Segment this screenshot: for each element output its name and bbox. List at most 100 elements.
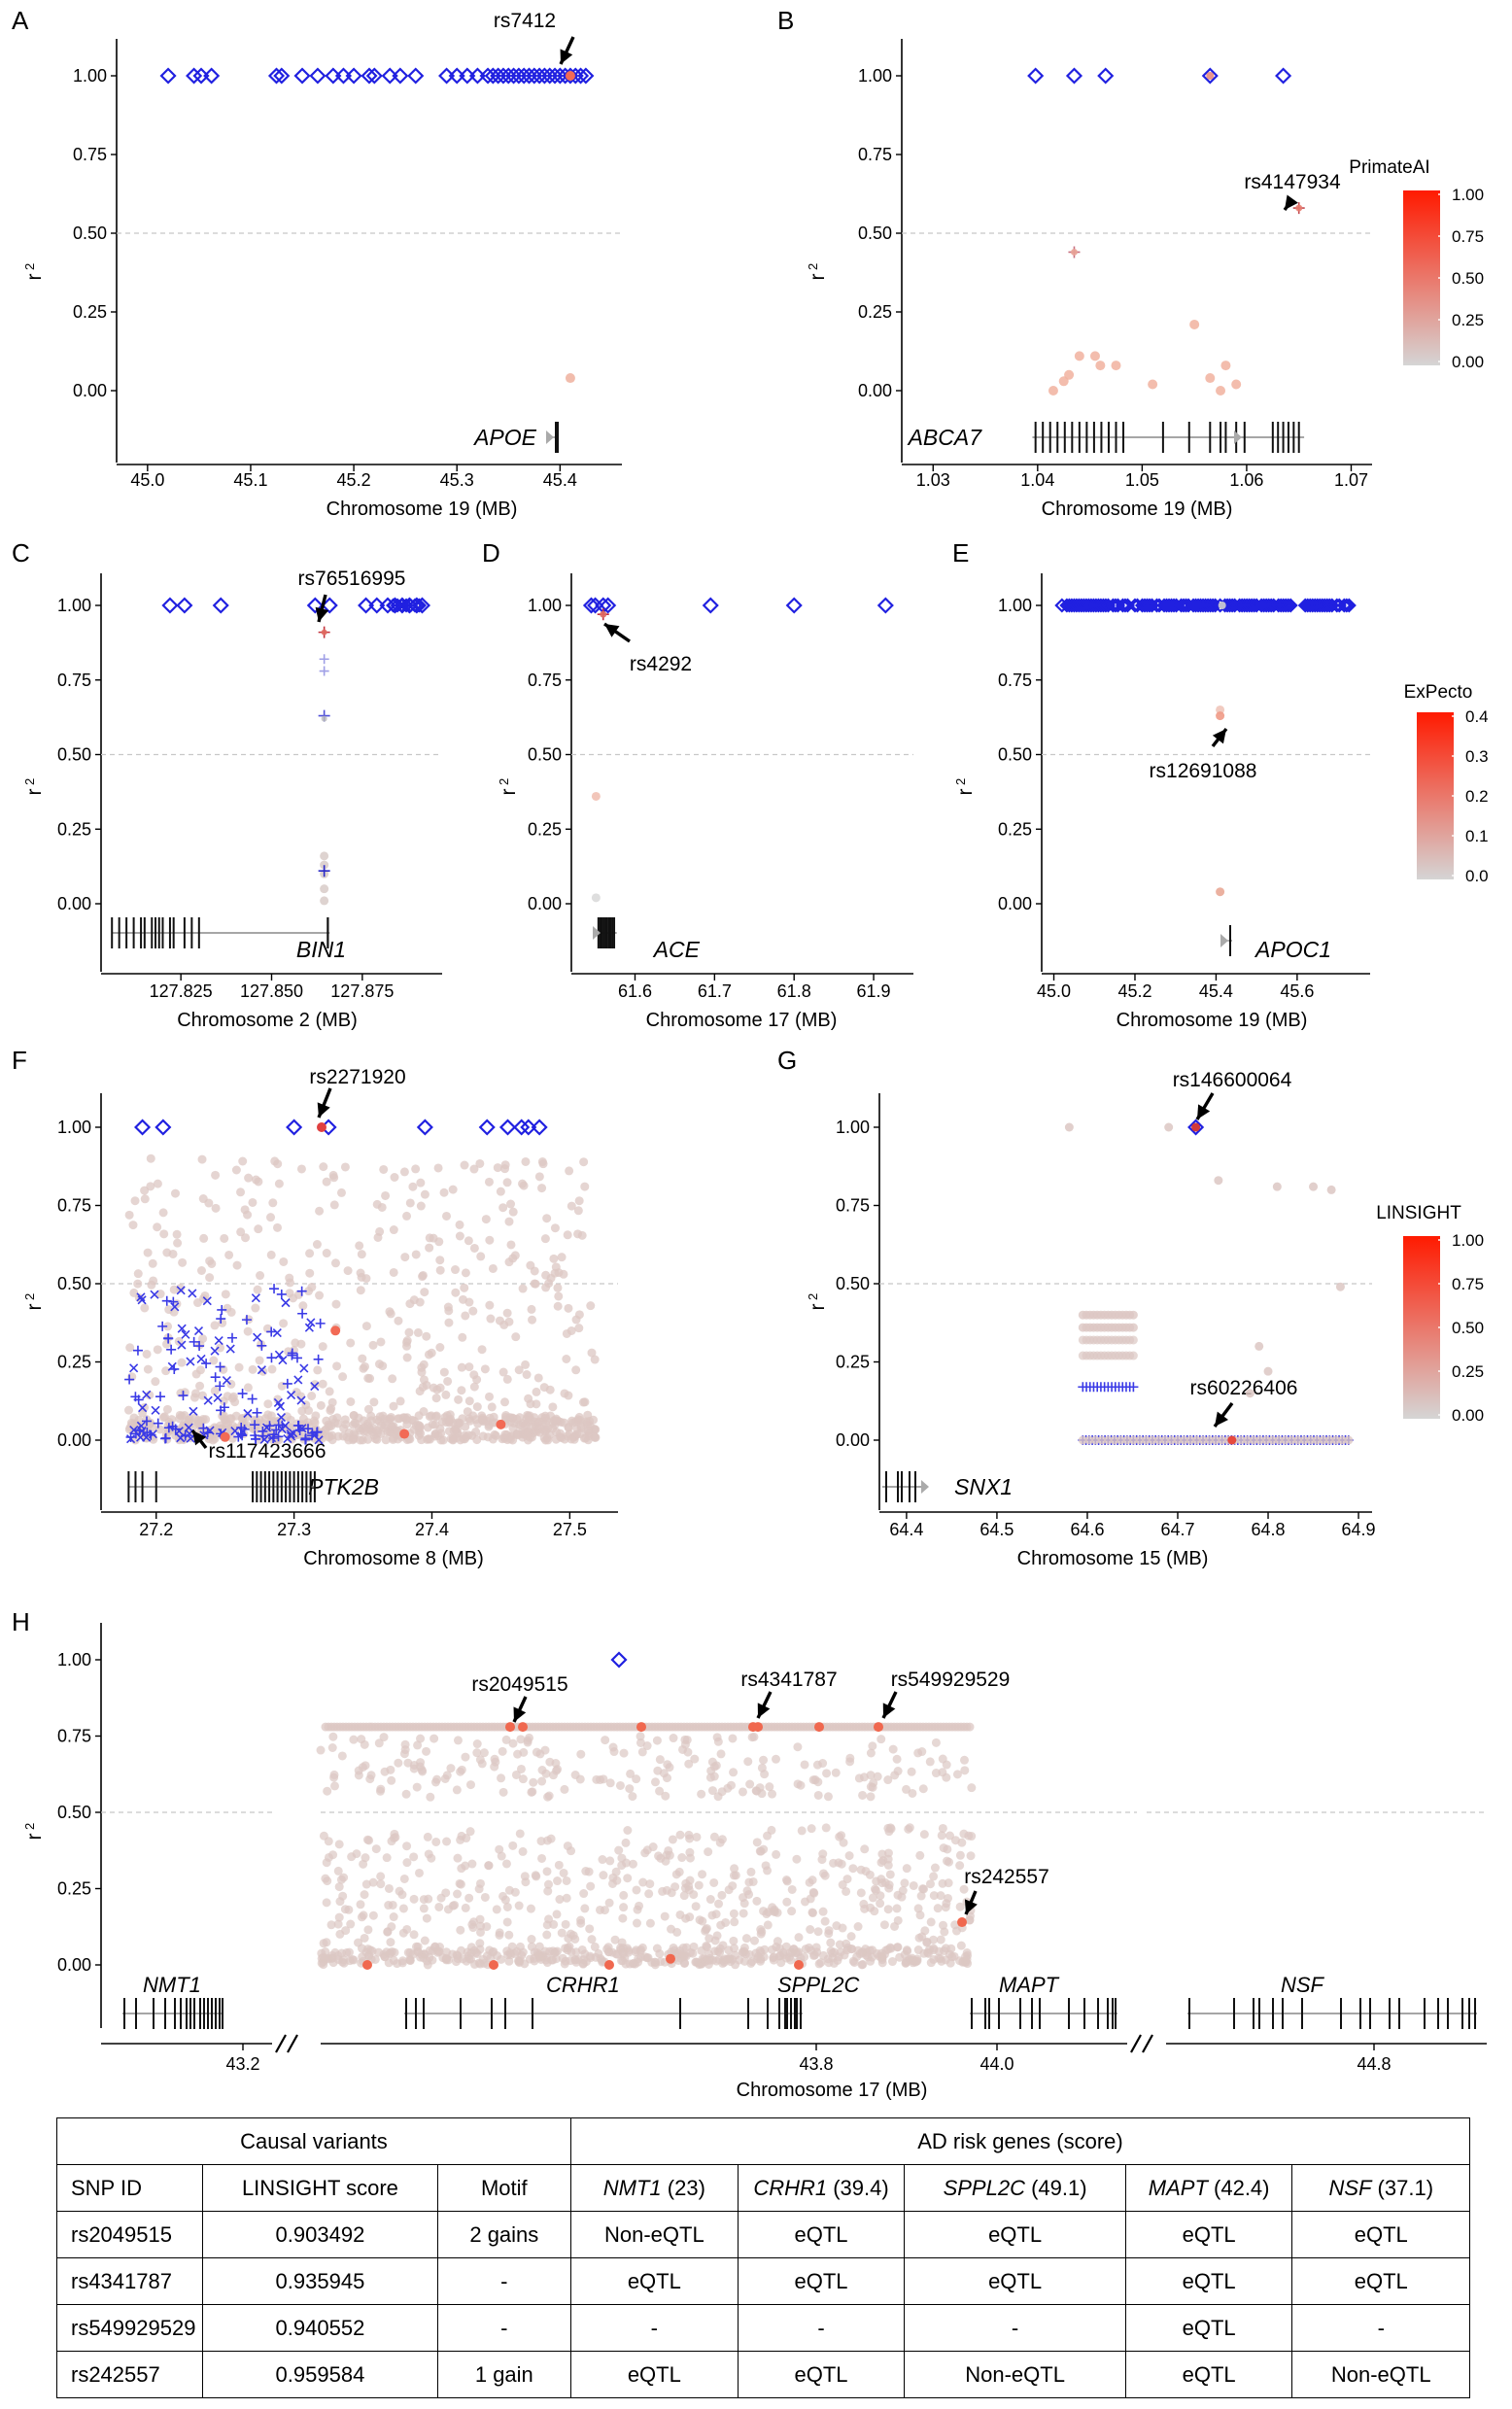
variant-point	[528, 1315, 537, 1325]
x-tick-label: 27.4	[415, 1520, 449, 1539]
variant-point	[916, 1891, 926, 1901]
variant-point	[563, 1945, 572, 1955]
plus-marker	[141, 1416, 152, 1427]
variant-point	[434, 1946, 444, 1956]
variant-point	[500, 1895, 510, 1905]
variant-point	[574, 1196, 584, 1206]
panel-h-xtick-44-8: 44.8	[1357, 2054, 1391, 2074]
ld-diamond-marker	[1339, 598, 1355, 613]
variant-point	[601, 1736, 610, 1745]
variant-point	[623, 1874, 633, 1883]
variant-point	[464, 1362, 474, 1372]
variant-point	[1220, 361, 1231, 371]
variant-point	[451, 1288, 461, 1297]
variant-point	[151, 1377, 160, 1387]
panel-c-ylabel: r	[23, 789, 46, 796]
variant-point	[567, 1201, 576, 1211]
variant-point	[1293, 1435, 1303, 1445]
variant-point	[1249, 1435, 1258, 1445]
variant-point	[487, 1402, 497, 1412]
variant-point	[925, 1757, 935, 1767]
x-tick-label: 45.0	[1037, 981, 1071, 1001]
y-tick-label: 0.00	[528, 894, 562, 913]
x-marker	[188, 1289, 197, 1298]
panel-b-ylabel: r	[807, 274, 829, 281]
variant-point	[632, 1885, 641, 1895]
variant-point	[1122, 1435, 1132, 1445]
variant-point	[565, 1166, 574, 1176]
variant-point	[499, 1397, 509, 1407]
ld-diamond-marker	[876, 597, 894, 614]
variant-point	[498, 1787, 508, 1797]
variant-point	[848, 1864, 858, 1874]
variant-point	[524, 1412, 533, 1422]
variant-point	[925, 1879, 935, 1889]
panel-h-ylabel-sup: 2	[22, 1823, 37, 1830]
variant-point	[822, 1769, 832, 1778]
panel-d-annotation: rs4292	[630, 653, 692, 675]
variant-point	[527, 1787, 536, 1797]
variant-point	[361, 1274, 371, 1284]
panel-e-label: E	[952, 538, 969, 568]
legend-tick-label: 0.75	[1452, 227, 1484, 246]
variant-point	[326, 1405, 335, 1415]
variant-point	[243, 1210, 253, 1220]
variant-point	[469, 1382, 479, 1392]
header-gene-crhr1: CRHR1 (39.4)	[737, 2164, 906, 2212]
variant-point	[552, 1910, 562, 1919]
variant-point	[617, 1938, 627, 1947]
panel-b: B rs4147934 ABCA7 Chromosome 19 (MB) r 2…	[777, 6, 1372, 520]
panel-h-gene-mapt: MAPT	[999, 1973, 1060, 1997]
variant-point	[752, 1838, 762, 1847]
variant-point	[175, 1410, 185, 1420]
plus-marker	[296, 1286, 307, 1296]
variant-point	[402, 1353, 412, 1362]
variant-point	[883, 1860, 893, 1870]
x-tick-label: 61.9	[857, 981, 891, 1001]
variant-point	[455, 1220, 464, 1229]
variant-point	[365, 1774, 375, 1784]
variant-point	[522, 1370, 532, 1380]
ld-diamond-marker	[358, 597, 375, 614]
variant-point	[536, 1837, 546, 1846]
y-tick-label: 1.00	[998, 596, 1032, 615]
variant-point	[752, 1896, 762, 1906]
variant-point	[892, 1904, 902, 1913]
variant-point	[763, 1920, 773, 1930]
variant-point	[464, 1893, 474, 1903]
variant-point	[640, 1952, 650, 1962]
x-tick-label: 64.8	[1251, 1520, 1285, 1539]
variant-point	[488, 1263, 498, 1273]
variant-point	[576, 1749, 586, 1759]
variant-point	[619, 1748, 629, 1758]
variant-point	[402, 1858, 412, 1868]
x-tick-label: 45.2	[337, 470, 371, 490]
variant-point	[198, 1334, 208, 1344]
variant-point	[563, 1431, 572, 1441]
variant-point	[559, 1269, 568, 1279]
cell-motif: -	[436, 2304, 572, 2352]
variant-point	[967, 1832, 977, 1841]
variant-point	[685, 1834, 695, 1843]
variant-point	[310, 1380, 320, 1390]
cell-snp-id: rs242557	[55, 2351, 204, 2398]
plus-marker	[194, 1341, 205, 1352]
variant-point	[514, 1365, 524, 1375]
variant-point	[404, 1327, 414, 1337]
x-marker	[286, 1431, 296, 1441]
variant-point	[638, 1877, 648, 1887]
variant-point	[339, 1873, 349, 1882]
variant-point	[855, 1949, 865, 1959]
variant-point	[866, 1748, 876, 1758]
x-tick-label: 64.5	[979, 1520, 1014, 1539]
variant-point	[472, 1435, 482, 1445]
header-snp-id: SNP ID	[55, 2164, 204, 2212]
variant-point	[527, 1935, 536, 1944]
ld-diamond-marker	[407, 67, 425, 85]
variant-point	[608, 1873, 618, 1882]
variant-point	[173, 1238, 183, 1248]
table-header-row-1: Causal variants AD risk genes (score)	[56, 2117, 1470, 2165]
legend-tick-label: 0.3	[1465, 747, 1489, 766]
variant-point	[464, 1236, 473, 1246]
variant-point	[504, 1217, 514, 1226]
